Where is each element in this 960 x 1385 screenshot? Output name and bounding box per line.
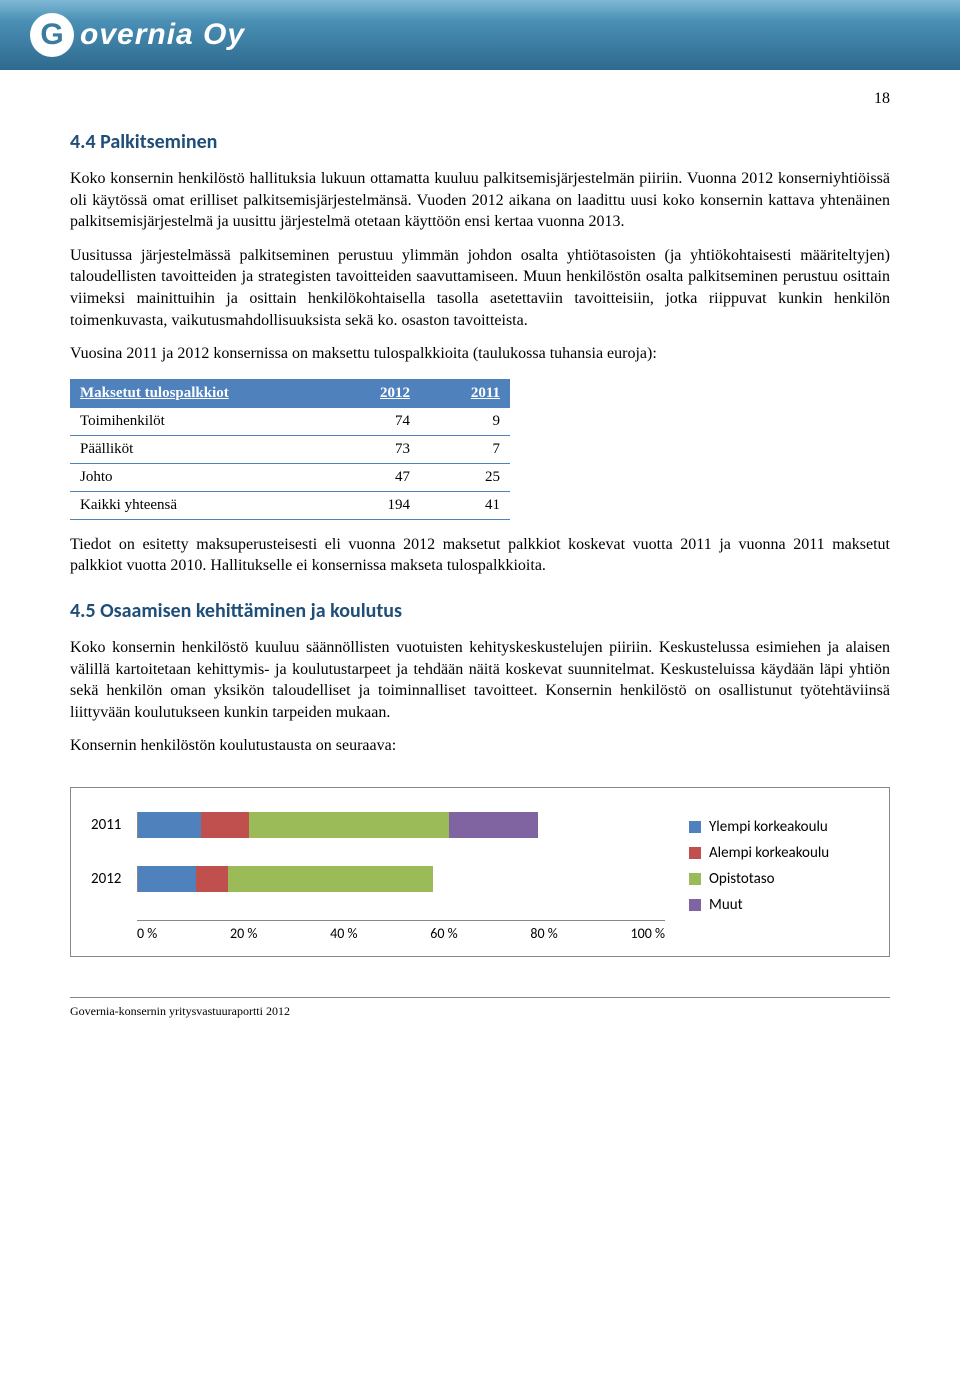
legend-swatch-icon bbox=[689, 847, 701, 859]
para-44-2: Uusitussa järjestelmässä palkitseminen p… bbox=[70, 245, 890, 331]
xtick: 60 % bbox=[430, 925, 457, 942]
legend-item: Opistotaso bbox=[689, 870, 869, 888]
legend-item: Muut bbox=[689, 896, 869, 914]
footer: Governia-konsernin yritysvastuuraportti … bbox=[70, 997, 890, 1019]
legend-swatch-icon bbox=[689, 899, 701, 911]
cell-2012: 47 bbox=[330, 463, 420, 491]
para-44-1: Koko konsernin henkilöstö hallituksia lu… bbox=[70, 168, 890, 233]
xtick: 0 % bbox=[137, 925, 157, 942]
legend-label: Muut bbox=[709, 896, 743, 914]
cell-2011: 7 bbox=[420, 435, 510, 463]
education-chart: 2011 2012 0 % 20 % 40 % 60 % 80 % 100 % … bbox=[70, 787, 890, 957]
bar-segment bbox=[201, 812, 248, 838]
page-content: 18 4.4 Palkitseminen Koko konsernin henk… bbox=[0, 70, 960, 1059]
bar-segment bbox=[249, 812, 449, 838]
bonus-table: Maksetut tulospalkkiot 2012 2011 Toimihe… bbox=[70, 379, 510, 520]
cell-2012: 74 bbox=[330, 408, 420, 436]
table-row: Toimihenkilöt 74 9 bbox=[70, 408, 510, 436]
cell-label: Johto bbox=[70, 463, 330, 491]
bar-track bbox=[137, 812, 665, 838]
para-44-3: Vuosina 2011 ja 2012 konsernissa on maks… bbox=[70, 343, 890, 365]
xtick: 80 % bbox=[530, 925, 557, 942]
bar-segment bbox=[138, 812, 201, 838]
th-label: Maksetut tulospalkkiot bbox=[70, 379, 330, 408]
table-row: Johto 47 25 bbox=[70, 463, 510, 491]
chart-bar-2012: 2012 bbox=[91, 866, 665, 892]
legend-label: Opistotaso bbox=[709, 870, 775, 888]
xtick: 100 % bbox=[631, 925, 665, 942]
legend-swatch-icon bbox=[689, 821, 701, 833]
xtick: 40 % bbox=[330, 925, 357, 942]
legend-item: Ylempi korkeakoulu bbox=[689, 818, 869, 836]
heading-4-4: 4.4 Palkitseminen bbox=[70, 130, 890, 154]
chart-ylabel: 2011 bbox=[91, 816, 137, 834]
chart-ylabel: 2012 bbox=[91, 870, 137, 888]
th-2012: 2012 bbox=[330, 379, 420, 408]
cell-label: Kaikki yhteensä bbox=[70, 491, 330, 519]
table-row: Kaikki yhteensä 194 41 bbox=[70, 491, 510, 519]
table-header-row: Maksetut tulospalkkiot 2012 2011 bbox=[70, 379, 510, 408]
chart-x-axis: 0 % 20 % 40 % 60 % 80 % 100 % bbox=[137, 920, 665, 942]
legend-item: Alempi korkeakoulu bbox=[689, 844, 869, 862]
th-2011: 2011 bbox=[420, 379, 510, 408]
para-45-2: Konsernin henkilöstön koulutustausta on … bbox=[70, 735, 890, 757]
para-after-table: Tiedot on esitetty maksuperusteisesti el… bbox=[70, 534, 890, 577]
cell-label: Päälliköt bbox=[70, 435, 330, 463]
table-row: Päälliköt 73 7 bbox=[70, 435, 510, 463]
logo-g-icon: G bbox=[30, 13, 74, 57]
page-number: 18 bbox=[70, 90, 890, 108]
chart-plot-area: 2011 2012 0 % 20 % 40 % 60 % 80 % 100 % bbox=[91, 802, 665, 942]
chart-legend: Ylempi korkeakoulu Alempi korkeakoulu Op… bbox=[665, 802, 869, 922]
logo-text: overnia Oy bbox=[80, 18, 245, 52]
xtick: 20 % bbox=[230, 925, 257, 942]
bar-segment bbox=[196, 866, 228, 892]
legend-swatch-icon bbox=[689, 873, 701, 885]
cell-2012: 194 bbox=[330, 491, 420, 519]
bar-segment bbox=[138, 866, 196, 892]
para-45-1: Koko konsernin henkilöstö kuuluu säännöl… bbox=[70, 637, 890, 723]
cell-2011: 25 bbox=[420, 463, 510, 491]
cell-2011: 41 bbox=[420, 491, 510, 519]
logo-banner: G overnia Oy bbox=[0, 0, 960, 70]
heading-4-5: 4.5 Osaamisen kehittäminen ja koulutus bbox=[70, 599, 890, 623]
legend-label: Alempi korkeakoulu bbox=[709, 844, 829, 862]
cell-2011: 9 bbox=[420, 408, 510, 436]
bar-segment bbox=[449, 812, 539, 838]
cell-2012: 73 bbox=[330, 435, 420, 463]
bar-segment bbox=[228, 866, 434, 892]
legend-label: Ylempi korkeakoulu bbox=[709, 818, 828, 836]
bar-track bbox=[137, 866, 665, 892]
chart-bar-2011: 2011 bbox=[91, 812, 665, 838]
cell-label: Toimihenkilöt bbox=[70, 408, 330, 436]
